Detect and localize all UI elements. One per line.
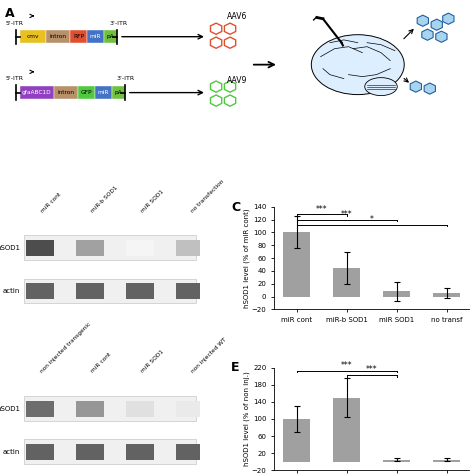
Text: miR cont: miR cont — [40, 191, 62, 213]
Bar — [104, 30, 117, 43]
Bar — [26, 240, 54, 256]
Text: gfaABC1D: gfaABC1D — [22, 90, 52, 95]
Bar — [54, 86, 78, 99]
Bar — [26, 283, 54, 299]
Bar — [70, 30, 87, 43]
Bar — [76, 283, 104, 299]
Text: pA: pA — [106, 34, 114, 39]
Text: non injected transgenic: non injected transgenic — [40, 322, 92, 374]
Bar — [20, 86, 54, 99]
Bar — [24, 396, 196, 421]
Text: miR: miR — [90, 34, 101, 39]
Ellipse shape — [365, 77, 397, 95]
Bar — [176, 240, 204, 256]
Text: intron: intron — [49, 34, 66, 39]
Text: RFP: RFP — [73, 34, 84, 39]
Text: 3'-ITR: 3'-ITR — [109, 20, 127, 26]
Bar — [176, 444, 204, 460]
Bar — [283, 419, 310, 462]
Text: miR SOD1: miR SOD1 — [140, 350, 165, 374]
Bar — [24, 439, 196, 464]
Text: ***: *** — [341, 361, 353, 370]
Bar — [95, 86, 111, 99]
Text: intron: intron — [57, 90, 74, 95]
Bar — [127, 283, 154, 299]
Text: cmv: cmv — [27, 34, 39, 39]
Bar — [46, 30, 70, 43]
Ellipse shape — [311, 35, 404, 95]
Text: ***: *** — [366, 365, 377, 374]
Text: ***: *** — [316, 205, 328, 214]
Text: C: C — [231, 200, 240, 214]
Bar — [333, 398, 360, 462]
Text: miR: miR — [98, 90, 109, 95]
Bar — [26, 400, 54, 417]
Bar — [383, 291, 410, 296]
Bar — [383, 459, 410, 462]
Bar — [176, 283, 204, 299]
Bar — [127, 240, 154, 256]
Bar — [20, 30, 46, 43]
Bar — [283, 232, 310, 296]
Text: actin: actin — [3, 288, 20, 294]
Bar — [433, 293, 460, 296]
Text: *: * — [370, 215, 374, 224]
Bar — [24, 236, 196, 260]
Bar — [76, 444, 104, 460]
Bar — [76, 400, 104, 417]
Y-axis label: hSOD1 level (% of non inj.): hSOD1 level (% of non inj.) — [244, 371, 250, 466]
Text: non injected WT: non injected WT — [190, 337, 227, 374]
Text: AAV9: AAV9 — [227, 76, 247, 85]
Text: ***: *** — [341, 210, 353, 219]
Bar — [127, 400, 154, 417]
Text: miR SOD1: miR SOD1 — [140, 189, 165, 213]
Bar — [24, 278, 196, 303]
Text: hSOD1: hSOD1 — [0, 245, 20, 251]
Text: 5'-ITR: 5'-ITR — [6, 20, 24, 26]
Text: actin: actin — [3, 449, 20, 455]
Bar — [76, 240, 104, 256]
Text: hSOD1: hSOD1 — [0, 406, 20, 412]
Bar — [87, 30, 104, 43]
Bar — [78, 86, 95, 99]
Text: miR cont: miR cont — [90, 352, 112, 374]
Bar — [176, 400, 204, 417]
Text: E: E — [231, 361, 240, 374]
Bar — [111, 86, 125, 99]
Text: GFP: GFP — [81, 90, 92, 95]
Y-axis label: hSOD1 level (% of miR cont): hSOD1 level (% of miR cont) — [244, 208, 250, 308]
Text: pA: pA — [114, 90, 122, 95]
Bar — [127, 444, 154, 460]
Text: miR-b SOD1: miR-b SOD1 — [90, 185, 118, 213]
Text: AAV6: AAV6 — [227, 12, 247, 21]
Bar — [433, 459, 460, 462]
Bar — [333, 268, 360, 296]
Text: 5'-ITR: 5'-ITR — [6, 76, 24, 81]
Text: 3'-ITR: 3'-ITR — [117, 76, 135, 81]
Text: no transfection: no transfection — [190, 179, 225, 213]
Text: A: A — [5, 7, 14, 20]
Bar — [26, 444, 54, 460]
